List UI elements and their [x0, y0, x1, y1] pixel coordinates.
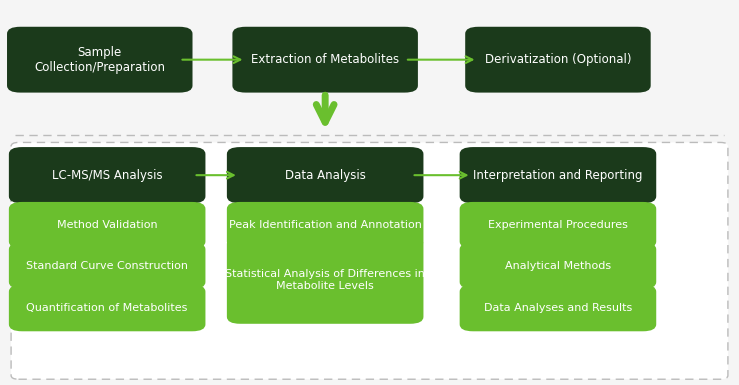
Text: Standard Curve Construction: Standard Curve Construction	[26, 261, 188, 271]
Text: Experimental Procedures: Experimental Procedures	[488, 220, 628, 230]
Text: LC-MS/MS Analysis: LC-MS/MS Analysis	[52, 169, 163, 182]
FancyBboxPatch shape	[227, 237, 423, 324]
FancyBboxPatch shape	[466, 27, 650, 93]
FancyBboxPatch shape	[227, 202, 423, 249]
Text: Sample
Collection/Preparation: Sample Collection/Preparation	[34, 46, 166, 74]
FancyBboxPatch shape	[460, 202, 656, 249]
Text: Interpretation and Reporting: Interpretation and Reporting	[473, 169, 643, 182]
FancyBboxPatch shape	[233, 27, 418, 93]
Text: Analytical Methods: Analytical Methods	[505, 261, 611, 271]
Text: Data Analyses and Results: Data Analyses and Results	[484, 303, 632, 313]
FancyBboxPatch shape	[9, 285, 205, 331]
Text: Quantification of Metabolites: Quantification of Metabolites	[27, 303, 188, 313]
FancyBboxPatch shape	[9, 202, 205, 249]
Text: Extraction of Metabolites: Extraction of Metabolites	[251, 53, 399, 66]
Text: Statistical Analysis of Differences in
Metabolite Levels: Statistical Analysis of Differences in M…	[225, 270, 425, 291]
FancyBboxPatch shape	[9, 243, 205, 289]
FancyBboxPatch shape	[7, 27, 192, 93]
FancyBboxPatch shape	[460, 243, 656, 289]
Text: Data Analysis: Data Analysis	[285, 169, 366, 182]
FancyBboxPatch shape	[11, 142, 728, 379]
FancyBboxPatch shape	[460, 147, 656, 203]
Text: Method Validation: Method Validation	[57, 220, 157, 230]
FancyBboxPatch shape	[460, 285, 656, 331]
FancyBboxPatch shape	[9, 147, 205, 203]
FancyBboxPatch shape	[227, 147, 423, 203]
Text: Derivatization (Optional): Derivatization (Optional)	[485, 53, 631, 66]
Text: Peak Identification and Annotation: Peak Identification and Annotation	[229, 220, 421, 230]
